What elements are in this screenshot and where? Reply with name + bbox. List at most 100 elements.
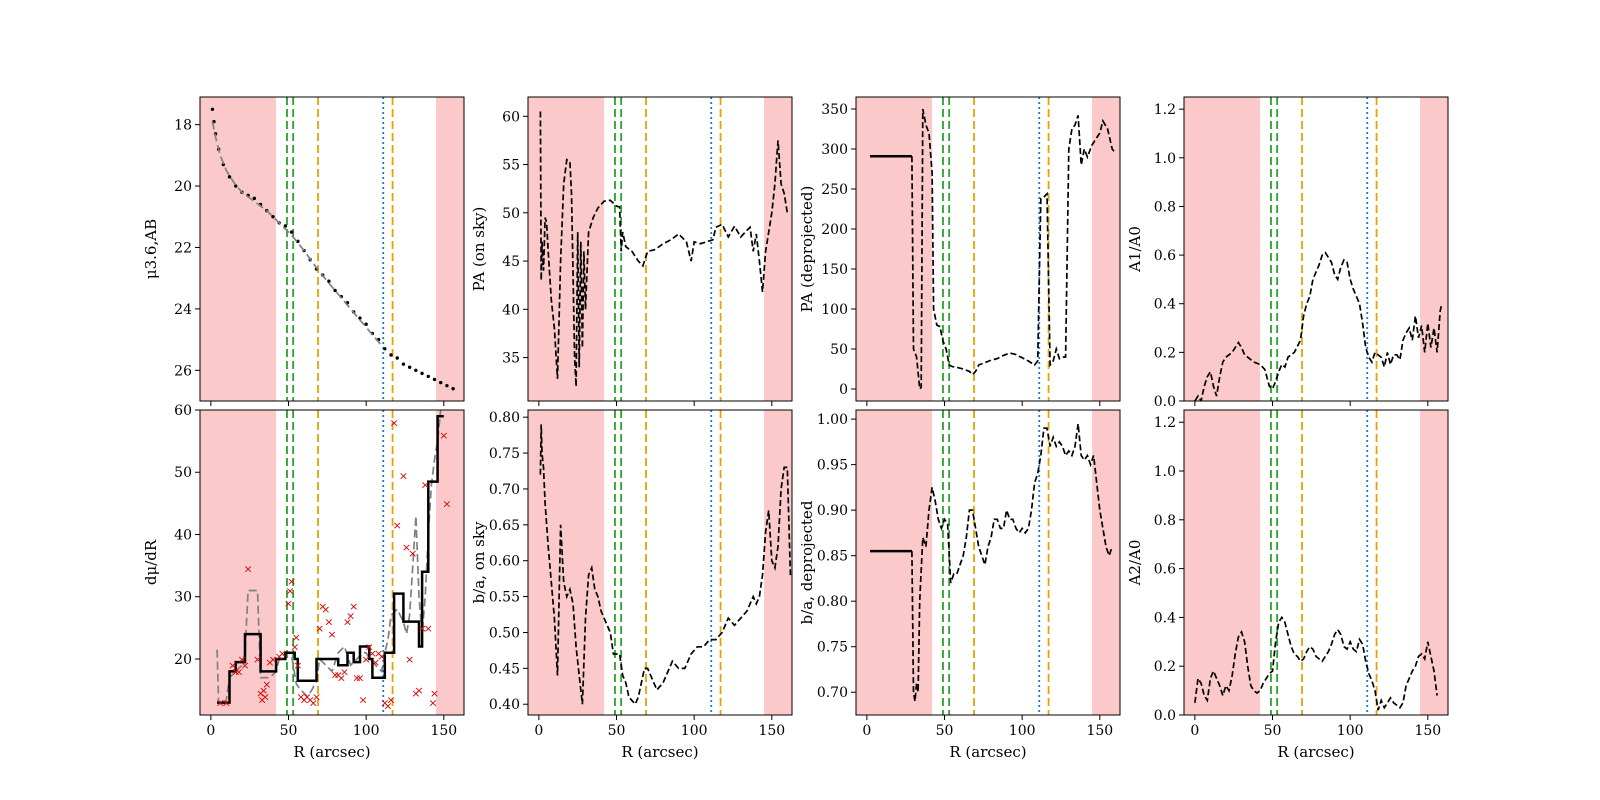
marker-point: × bbox=[240, 659, 249, 672]
y-axis-label: PA (on sky) bbox=[470, 207, 488, 292]
y-tick-label: 0.4 bbox=[1154, 297, 1176, 313]
y-tick-label: 0.70 bbox=[817, 685, 848, 701]
marker-point: × bbox=[278, 647, 287, 660]
marker-point: × bbox=[380, 697, 389, 710]
marker-point: × bbox=[430, 687, 439, 700]
series-line-data bbox=[217, 414, 444, 704]
y-tick-label: 45 bbox=[502, 254, 520, 270]
x-axis-label: R (arcsec) bbox=[949, 743, 1026, 761]
x-tick-label: 150 bbox=[758, 723, 785, 739]
shaded-region bbox=[528, 410, 605, 715]
y-tick-label: 50 bbox=[830, 342, 848, 358]
shaded-region bbox=[436, 97, 464, 401]
series-line-data bbox=[911, 108, 1116, 391]
y-tick-label: 0.2 bbox=[1154, 659, 1176, 675]
marker-point: × bbox=[343, 616, 352, 629]
y-tick-label: 0.4 bbox=[1154, 610, 1176, 626]
shaded-region bbox=[764, 410, 792, 715]
data-point bbox=[234, 184, 238, 188]
marker-point: × bbox=[253, 653, 262, 666]
marker-point: × bbox=[318, 600, 327, 613]
marker-point: × bbox=[265, 656, 274, 669]
data-point bbox=[289, 230, 294, 234]
panel-a1a0: 0.0 0.2 0.4 0.6 0.8 1.0 1.2 A1/A0 bbox=[1126, 96, 1449, 410]
y-tick-label: 55 bbox=[502, 158, 520, 174]
shaded-region bbox=[1092, 97, 1120, 401]
marker-point: × bbox=[237, 653, 246, 666]
marker-point: × bbox=[371, 656, 380, 669]
marker-point: × bbox=[337, 672, 346, 685]
plot-area: ××××××××××××××××××××××××××××××××××××××××… bbox=[200, 410, 464, 715]
shaded-region bbox=[528, 97, 605, 401]
y-tick-label: 40 bbox=[174, 527, 192, 543]
marker-point: × bbox=[290, 641, 299, 654]
y-tick-label: 0.70 bbox=[489, 482, 520, 498]
data-point bbox=[389, 353, 393, 357]
marker-point: × bbox=[244, 563, 253, 576]
y-tick-label: 1.0 bbox=[1154, 464, 1176, 480]
marker-point: × bbox=[216, 697, 225, 710]
marker-point: × bbox=[303, 690, 312, 703]
y-tick-label: 200 bbox=[821, 222, 848, 238]
marker-point: × bbox=[261, 690, 270, 703]
y-axis-label: dμ/dR bbox=[142, 539, 160, 585]
y-tick-label: 0.6 bbox=[1154, 248, 1176, 264]
data-point bbox=[283, 224, 288, 228]
series-line-data bbox=[911, 423, 1114, 702]
y-tick-label: 0.75 bbox=[489, 446, 520, 462]
marker-point: × bbox=[231, 665, 240, 678]
y-tick-label: 350 bbox=[821, 102, 848, 118]
marker-point: × bbox=[330, 669, 339, 682]
data-point bbox=[383, 347, 387, 351]
y-tick-label: 50 bbox=[502, 206, 520, 222]
plot-area bbox=[856, 97, 1120, 401]
x-tick-label: 100 bbox=[1337, 723, 1364, 739]
x-tick-label: 0 bbox=[534, 723, 543, 739]
data-point bbox=[227, 175, 232, 179]
panel-dmu: ××××××××××××××××××××××××××××××××××××××××… bbox=[142, 403, 465, 761]
marker-point: × bbox=[334, 669, 343, 682]
panel-ba_deproj: 0.70 0.75 0.80 0.85 0.90 0.95 1.00 0 50 100 150 b/a… bbox=[798, 409, 1121, 761]
shaded-region bbox=[856, 410, 933, 715]
marker-point: × bbox=[417, 622, 426, 635]
marker-point: × bbox=[349, 600, 358, 613]
y-tick-label: 22 bbox=[174, 240, 192, 256]
data-point bbox=[445, 383, 449, 388]
y-tick-label: 1.0 bbox=[1154, 151, 1176, 167]
data-point bbox=[333, 288, 337, 293]
y-tick-label: 1.2 bbox=[1154, 102, 1176, 118]
y-tick-label: 0.75 bbox=[817, 640, 848, 656]
y-tick-label: 0.40 bbox=[489, 697, 520, 713]
data-point bbox=[439, 380, 443, 385]
y-tick-label: 50 bbox=[174, 465, 192, 481]
data-point bbox=[451, 387, 455, 391]
marker-point: × bbox=[383, 700, 392, 713]
axes-frame bbox=[199, 96, 465, 402]
y-tick-label: 0.0 bbox=[1154, 708, 1176, 724]
x-tick-label: 150 bbox=[430, 723, 457, 739]
data-point bbox=[401, 362, 406, 366]
data-point bbox=[252, 196, 257, 201]
marker-point: × bbox=[324, 616, 333, 629]
marker-point: × bbox=[306, 693, 315, 706]
marker-point: × bbox=[358, 693, 367, 706]
marker-point: × bbox=[312, 690, 321, 703]
marker-point: × bbox=[365, 641, 374, 654]
y-tick-label: 250 bbox=[821, 182, 848, 198]
y-tick-label: 0.85 bbox=[817, 549, 848, 565]
series-line-data bbox=[1194, 615, 1438, 711]
shaded-region bbox=[1184, 410, 1261, 715]
marker-point: × bbox=[262, 678, 271, 691]
shaded-region bbox=[436, 410, 464, 715]
y-tick-label: 0.60 bbox=[489, 554, 520, 570]
data-point bbox=[414, 368, 418, 372]
data-point bbox=[364, 322, 368, 326]
data-point bbox=[395, 356, 399, 360]
data-point bbox=[426, 374, 430, 379]
shaded-region bbox=[200, 97, 277, 401]
y-tick-label: 0.6 bbox=[1154, 562, 1176, 578]
marker-point: × bbox=[374, 647, 383, 660]
data-point bbox=[432, 377, 437, 382]
y-tick-label: 0 bbox=[839, 382, 848, 398]
